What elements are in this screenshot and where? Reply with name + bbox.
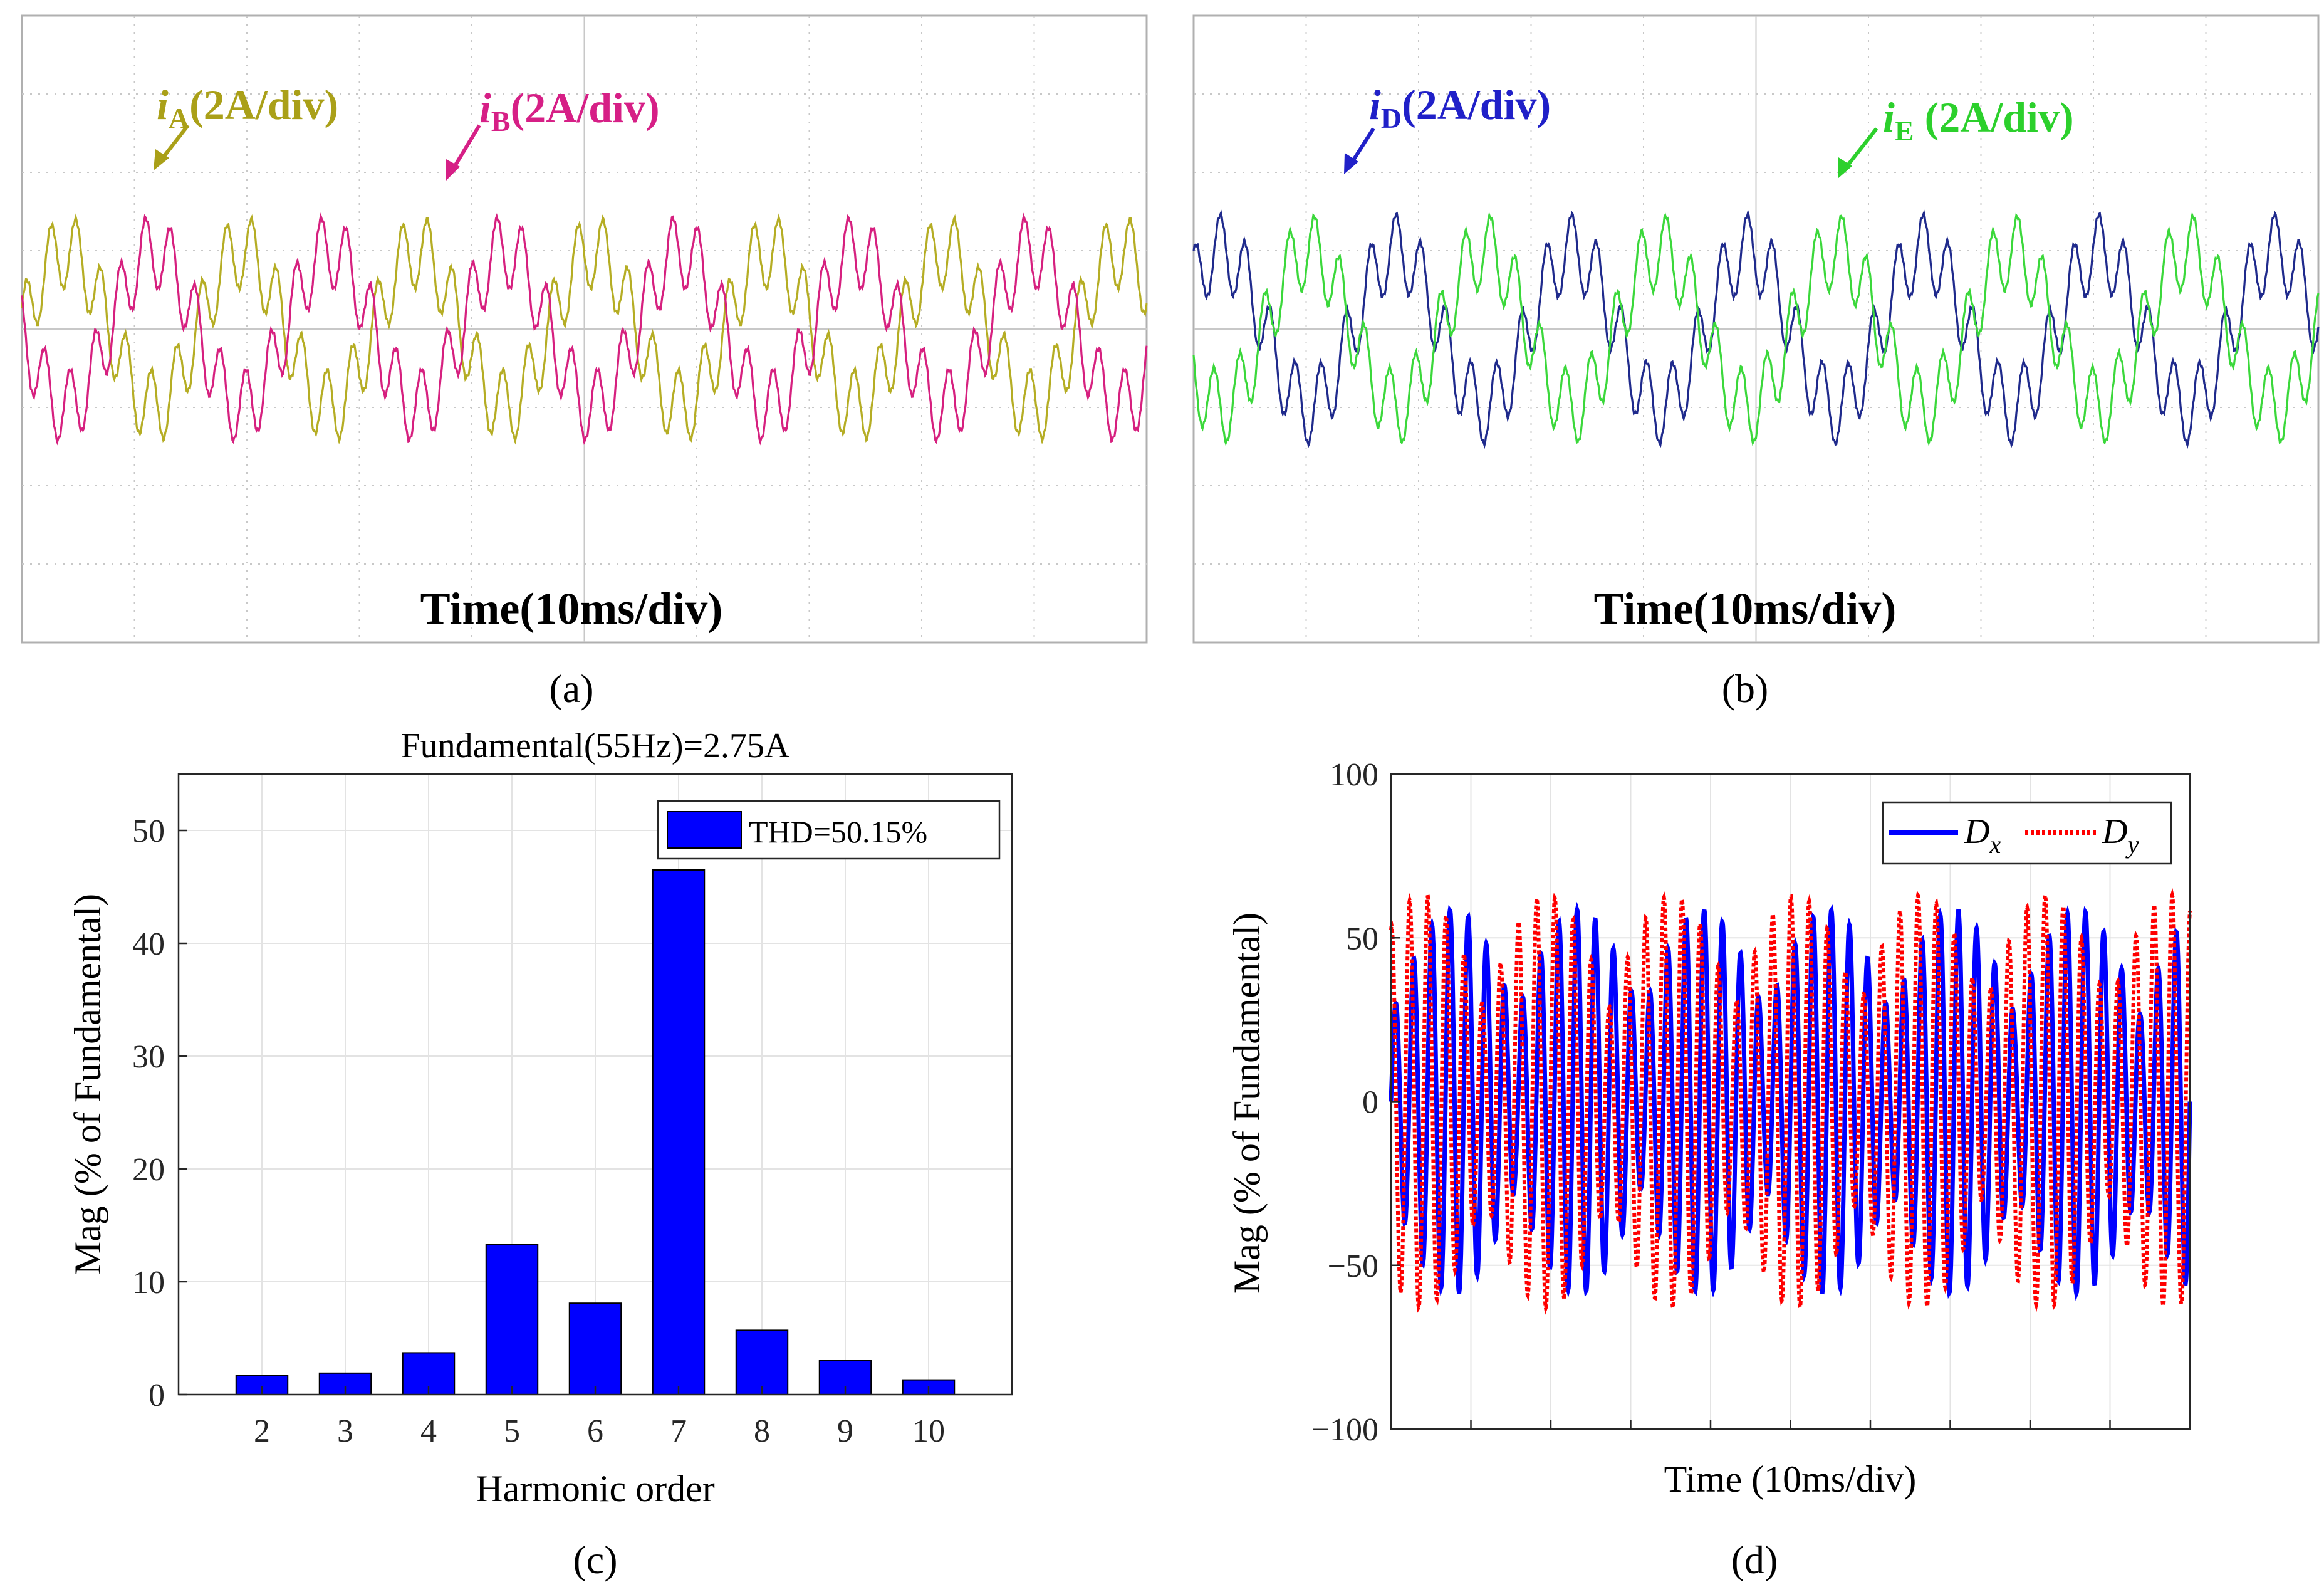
panel-d-ticks: −100 −50 0 50 100 [1311, 757, 2111, 1448]
xtick-label: 3 [337, 1413, 353, 1449]
panel-a-oscilloscope: iA(2A/div) iB(2A/div) Time(10ms/div) (a) [21, 14, 1148, 711]
label-iE: iE (2A/div) [1883, 93, 2074, 147]
bar-order-6 [568, 1302, 622, 1395]
panel-d-line-chart: −100 −50 0 50 100 Dx Dy Time (10ms/div) Mag … [1226, 757, 2192, 1582]
panel-a-caption: (a) [549, 666, 593, 711]
panel-d-caption: (d) [1731, 1537, 1778, 1582]
label-iA: iA(2A/div) [157, 81, 338, 134]
panel-c-bar-chart: Fundamental(55Hz)=2.75A 0 10 20 30 40 50 2 3 4 5 6… [67, 726, 1013, 1582]
ytick-label: −100 [1311, 1412, 1378, 1448]
panel-c-title: Fundamental(55Hz)=2.75A [400, 726, 790, 765]
ytick-label: 30 [132, 1039, 165, 1075]
label-iB: iB(2A/div) [479, 84, 660, 137]
panel-d-xlabel: Time (10ms/div) [1664, 1459, 1917, 1500]
arrow-iA-head [154, 149, 169, 170]
bar-order-5 [485, 1244, 539, 1395]
trace-Dy [1389, 888, 2192, 1316]
ytick-label: 50 [132, 814, 165, 849]
xtick-label: 7 [670, 1413, 687, 1449]
panel-d-ylabel: Mag (% of Fundamental) [1226, 913, 1268, 1294]
panel-d-legend-dy: Dy [2102, 812, 2139, 859]
panel-c-ticks: 0 10 20 30 40 50 2 3 4 5 6 7 8 9 10 [132, 814, 945, 1449]
panel-b-caption: (b) [1722, 666, 1769, 711]
ytick-label: 0 [1362, 1085, 1378, 1121]
panel-b-xlabel: Time(10ms/div) [1594, 584, 1897, 634]
ytick-label: 40 [132, 926, 165, 962]
ytick-label: 50 [1346, 921, 1378, 956]
ytick-label: 10 [132, 1265, 165, 1301]
bar-order-7 [652, 869, 706, 1395]
xtick-label: 6 [587, 1413, 603, 1449]
arrow-iE-head [1838, 157, 1852, 179]
panel-b-grid [1194, 16, 2318, 642]
panel-c-legend-swatch [667, 811, 742, 849]
ytick-label: −50 [1328, 1249, 1378, 1284]
arrow-iB-head [446, 159, 460, 181]
panel-b-traces [1192, 209, 2320, 449]
trace-iD [1192, 209, 2320, 449]
trace-iB [21, 212, 1148, 446]
bar-order-8 [735, 1329, 789, 1395]
panel-a-grid [22, 16, 1147, 642]
panel-c-legend-text: THD=50.15% [749, 814, 927, 849]
panel-c-ylabel: Mag (% of Fundamental) [67, 894, 108, 1275]
panel-c-legend: THD=50.15% [657, 800, 1001, 860]
xtick-label: 2 [254, 1413, 270, 1449]
xtick-label: 9 [837, 1413, 853, 1449]
panel-a-xlabel: Time(10ms/div) [420, 584, 723, 634]
label-iD: iD(2A/div) [1369, 81, 1551, 134]
ytick-label: 0 [149, 1378, 165, 1413]
panel-d-legend-dx: Dx [1964, 812, 2001, 859]
xtick-label: 10 [912, 1413, 945, 1449]
panel-c-axes-box [177, 773, 1013, 1396]
panel-a-traces [21, 212, 1148, 446]
panel-d-axes-box [1390, 773, 2191, 1430]
panel-c-bars [235, 869, 956, 1396]
xtick-label: 8 [754, 1413, 770, 1449]
trace-iA [21, 213, 1148, 445]
panel-d-legend: Dx Dy [1882, 801, 2172, 865]
panel-b-oscilloscope: iD(2A/div) iE (2A/div) Time(10ms/div) (b… [1192, 14, 2320, 711]
arrow-iD-head [1344, 153, 1358, 174]
trace-iE [1192, 211, 2320, 447]
xtick-label: 4 [420, 1413, 437, 1449]
xtick-label: 5 [504, 1413, 520, 1449]
panel-c-xlabel: Harmonic order [476, 1468, 715, 1509]
ytick-label: 20 [132, 1152, 165, 1188]
ytick-label: 100 [1330, 757, 1378, 793]
panel-c-caption: (c) [573, 1537, 617, 1582]
panel-d-traces [1389, 888, 2192, 1316]
